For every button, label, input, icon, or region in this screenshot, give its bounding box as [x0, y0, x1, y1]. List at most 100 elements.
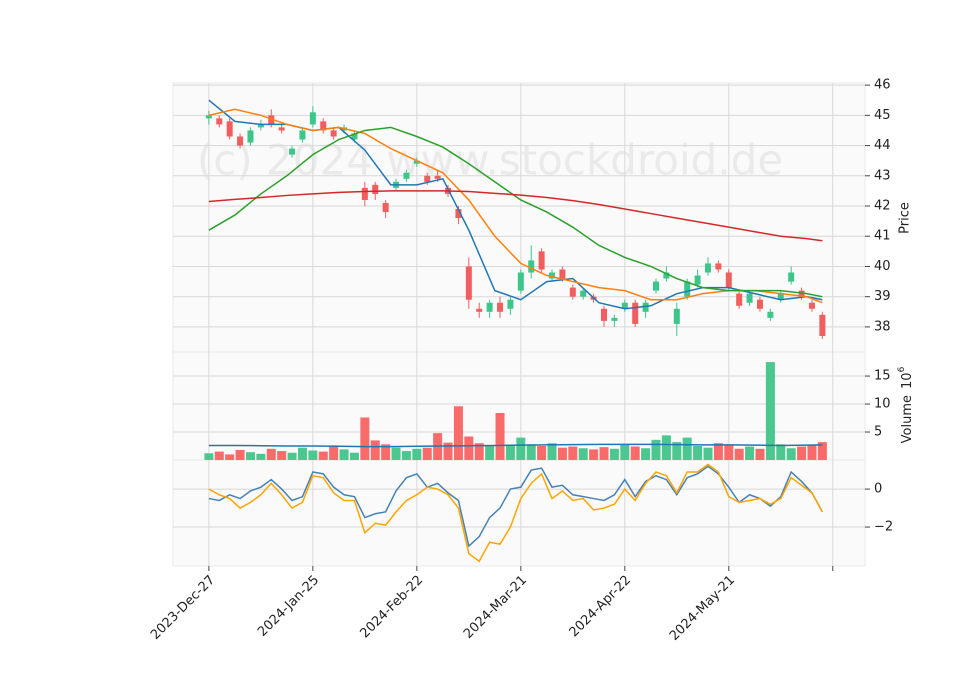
candle-body — [632, 302, 639, 324]
candle-body — [382, 202, 389, 213]
candle-body — [361, 187, 368, 200]
volume-bar — [693, 446, 703, 460]
candle-body — [621, 302, 628, 309]
candle-body — [497, 302, 504, 312]
volume-bar — [204, 453, 214, 460]
candle-body — [257, 124, 264, 128]
volume-bar — [349, 452, 359, 460]
volume-bar — [765, 362, 775, 460]
candle-body — [694, 275, 701, 285]
volume-bar — [297, 447, 307, 460]
volume-bar — [724, 445, 734, 460]
volume-label-exponent: 6 — [897, 366, 907, 372]
x-tick-label: 2024-Apr-22 — [567, 573, 634, 640]
volume-bar — [578, 448, 588, 460]
y-tick-label: 40 — [874, 259, 891, 274]
volume-bar — [277, 451, 287, 460]
y-tick-label: −2 — [874, 520, 893, 535]
candle-body — [652, 281, 659, 291]
candle-body — [465, 266, 472, 300]
x-tick-label: 2023-Dec-27 — [148, 573, 218, 643]
candle-body — [320, 121, 327, 131]
candle-body — [403, 172, 410, 179]
candle-body — [424, 175, 431, 182]
panel-background — [172, 82, 866, 353]
y-tick-label: 46 — [874, 78, 891, 93]
volume-bar — [745, 446, 755, 460]
volume-bar — [599, 447, 609, 460]
volume-bar — [505, 445, 515, 460]
volume-bar — [339, 449, 349, 460]
volume-bar — [443, 442, 453, 460]
y-tick-label: 44 — [874, 138, 891, 153]
volume-bar — [360, 417, 370, 460]
volume-bar — [453, 406, 463, 460]
y-tick-label: 10 — [874, 397, 891, 412]
volume-bar — [474, 443, 484, 460]
volume-bar — [225, 454, 235, 460]
candle-body — [673, 308, 680, 324]
y-tick-label: 15 — [874, 369, 891, 384]
volume-bar — [256, 453, 266, 460]
candle-body — [237, 136, 244, 146]
x-tick-label: 2024-May-21 — [667, 573, 738, 644]
volume-label-text: Volume — [900, 395, 915, 443]
volume-bar — [734, 448, 744, 460]
candle-body — [788, 272, 795, 282]
candle-body — [808, 302, 815, 309]
volume-bar — [485, 445, 495, 460]
candle-body — [611, 317, 618, 321]
candle-body — [580, 290, 587, 297]
line-series — [208, 190, 823, 242]
candle-body — [569, 287, 576, 297]
candle-body — [434, 175, 441, 179]
volume-bar — [672, 442, 682, 460]
candle-body — [819, 314, 826, 336]
y-tick-label: 5 — [874, 425, 882, 440]
y-tick-label: 0 — [874, 482, 882, 497]
volume-bar — [641, 448, 651, 460]
line-series — [208, 443, 823, 448]
volume-bar — [755, 448, 765, 460]
candle-body — [455, 209, 462, 219]
candle-body — [559, 269, 566, 279]
candle-body — [289, 148, 296, 155]
candle-body — [476, 308, 483, 312]
volume-bar — [401, 451, 411, 460]
price-axis-label: Price — [898, 202, 913, 234]
candle-body — [549, 272, 556, 279]
y-tick-label: 41 — [874, 229, 891, 244]
volume-bar — [620, 444, 630, 460]
volume-bar — [786, 448, 796, 460]
volume-bar — [630, 446, 640, 460]
volume-bar — [381, 444, 391, 460]
candle-body — [601, 308, 608, 321]
volume-bar — [245, 452, 255, 460]
x-tick-label: 2024-Feb-22 — [358, 573, 427, 642]
candle-body — [715, 263, 722, 270]
watermark: (c) 2024 www.stockdroid.de — [197, 136, 783, 185]
volume-bar — [495, 412, 505, 460]
candle-body — [247, 130, 254, 143]
candle-body — [268, 115, 275, 125]
candle-body — [486, 302, 493, 312]
y-tick-label: 42 — [874, 199, 891, 214]
candle-body — [330, 130, 337, 137]
volume-bar — [318, 451, 328, 460]
candle-body — [226, 121, 233, 137]
volume-bar — [557, 447, 567, 460]
volume-bar — [776, 444, 786, 460]
volume-bar — [568, 446, 578, 460]
candle-body — [309, 112, 316, 125]
volume-bar — [589, 449, 599, 460]
volume-bar — [609, 448, 619, 460]
candle-body — [299, 130, 306, 140]
candle-body — [507, 299, 514, 309]
volume-bar — [682, 437, 692, 460]
candle-body — [517, 272, 524, 291]
volume-bar — [266, 448, 276, 460]
volume-bar — [703, 447, 713, 460]
volume-bar — [537, 446, 547, 460]
volume-bar — [287, 452, 297, 460]
candle-body — [725, 272, 732, 288]
